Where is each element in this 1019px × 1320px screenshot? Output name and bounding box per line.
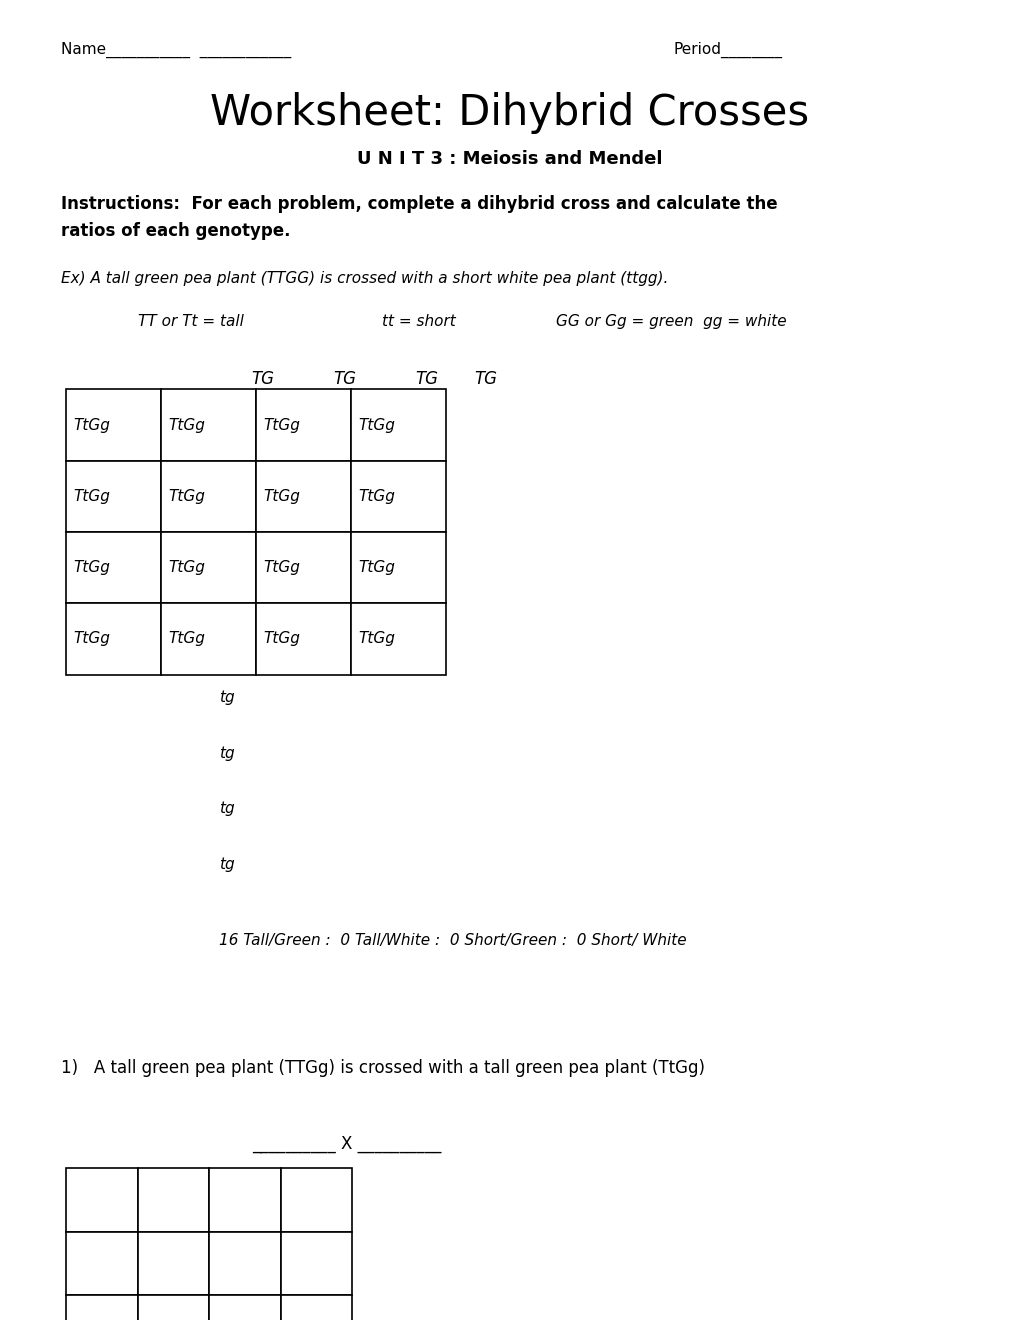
Bar xyxy=(161,461,256,532)
Text: TG: TG xyxy=(474,370,496,388)
Text: TtGg: TtGg xyxy=(358,417,394,433)
Text: TtGg: TtGg xyxy=(73,417,110,433)
Bar xyxy=(161,603,256,675)
Bar xyxy=(161,532,256,603)
Text: 16 Tall/Green :  0 Tall/White :  0 Short/Green :  0 Short/ White: 16 Tall/Green : 0 Tall/White : 0 Short/G… xyxy=(219,933,686,948)
Text: TtGg: TtGg xyxy=(168,631,205,647)
Text: U N I T 3 : Meiosis and Mendel: U N I T 3 : Meiosis and Mendel xyxy=(357,150,662,169)
Bar xyxy=(256,603,351,675)
Bar xyxy=(209,1295,280,1320)
Text: TtGg: TtGg xyxy=(73,631,110,647)
Text: TtGg: TtGg xyxy=(73,560,110,576)
Text: TtGg: TtGg xyxy=(73,488,110,504)
Bar xyxy=(280,1295,352,1320)
Text: TG: TG xyxy=(415,370,437,388)
Text: TtGg: TtGg xyxy=(358,488,394,504)
Bar xyxy=(66,1295,138,1320)
Text: 1)   A tall green pea plant (TTGg) is crossed with a tall green pea plant (TtGg): 1) A tall green pea plant (TTGg) is cros… xyxy=(61,1059,704,1077)
Bar xyxy=(209,1232,280,1295)
Bar xyxy=(66,532,161,603)
Bar xyxy=(161,389,256,461)
Bar xyxy=(280,1168,352,1232)
Bar xyxy=(351,532,445,603)
Text: tg: tg xyxy=(219,801,234,816)
Bar xyxy=(66,389,161,461)
Bar xyxy=(351,603,445,675)
Text: TG: TG xyxy=(252,370,274,388)
Bar xyxy=(66,461,161,532)
Text: tg: tg xyxy=(219,690,234,705)
Bar xyxy=(256,532,351,603)
Text: GG or Gg = green  gg = white: GG or Gg = green gg = white xyxy=(555,314,786,329)
Bar xyxy=(66,603,161,675)
Text: TtGg: TtGg xyxy=(168,488,205,504)
Bar xyxy=(256,461,351,532)
Text: TG: TG xyxy=(333,370,356,388)
Text: TtGg: TtGg xyxy=(358,560,394,576)
Bar xyxy=(138,1295,209,1320)
Text: Instructions:  For each problem, complete a dihybrid cross and calculate the
rat: Instructions: For each problem, complete… xyxy=(61,195,777,240)
Text: TtGg: TtGg xyxy=(263,631,300,647)
Text: __________ X __________: __________ X __________ xyxy=(252,1135,441,1154)
Bar xyxy=(209,1168,280,1232)
Text: TtGg: TtGg xyxy=(168,560,205,576)
Bar xyxy=(351,461,445,532)
Bar xyxy=(138,1232,209,1295)
Bar xyxy=(256,389,351,461)
Text: TtGg: TtGg xyxy=(263,417,300,433)
Text: tg: tg xyxy=(219,857,234,871)
Text: TT or Tt = tall: TT or Tt = tall xyxy=(138,314,244,329)
Text: tt = short: tt = short xyxy=(382,314,455,329)
Bar xyxy=(351,389,445,461)
Text: Worksheet: Dihybrid Crosses: Worksheet: Dihybrid Crosses xyxy=(210,92,809,135)
Text: Ex) A tall green pea plant (TTGG) is crossed with a short white pea plant (ttgg): Ex) A tall green pea plant (TTGG) is cro… xyxy=(61,271,667,285)
Text: Name___________  ____________: Name___________ ____________ xyxy=(61,42,291,58)
Bar xyxy=(66,1168,138,1232)
Text: TtGg: TtGg xyxy=(263,560,300,576)
Bar xyxy=(66,1232,138,1295)
Text: TtGg: TtGg xyxy=(168,417,205,433)
Text: TtGg: TtGg xyxy=(263,488,300,504)
Text: Period________: Period________ xyxy=(673,42,782,58)
Bar xyxy=(138,1168,209,1232)
Bar xyxy=(280,1232,352,1295)
Text: tg: tg xyxy=(219,746,234,760)
Text: TtGg: TtGg xyxy=(358,631,394,647)
